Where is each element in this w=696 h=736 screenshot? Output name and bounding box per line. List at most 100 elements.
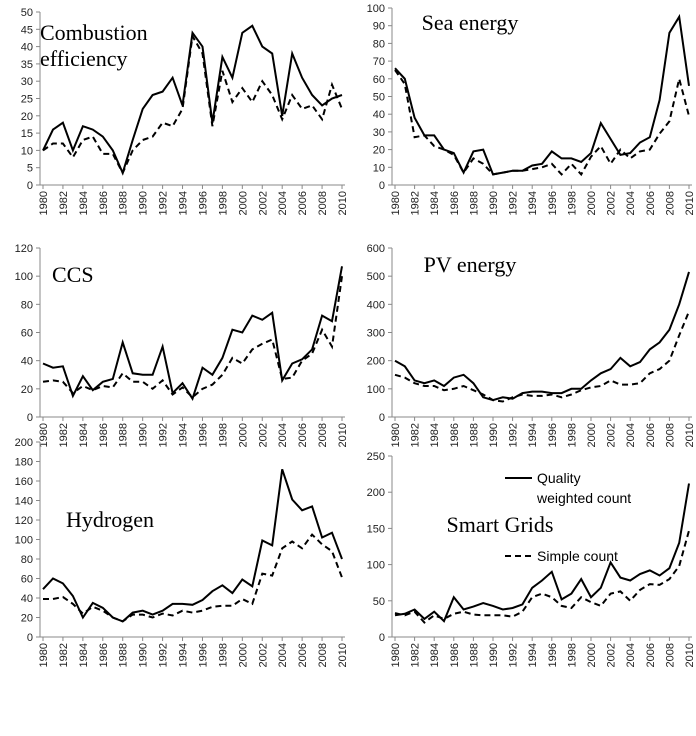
y-tick-label: 5 <box>27 163 33 175</box>
x-tick-label: 1994 <box>178 643 190 667</box>
y-tick-label: 100 <box>15 535 33 547</box>
x-tick-label: 1994 <box>178 423 190 447</box>
y-tick-label: 40 <box>21 356 33 368</box>
line-series <box>394 271 690 402</box>
y-tick-label: 30 <box>373 127 385 139</box>
x-tick-label: 1988 <box>468 423 480 447</box>
x-tick-label: 2002 <box>606 423 618 447</box>
line-series <box>43 533 343 623</box>
x-tick-label: 1980 <box>38 643 50 667</box>
chart-title: Smart Grids <box>446 512 554 537</box>
legend-label-box: Simple count <box>537 548 618 564</box>
y-tick-label: 20 <box>373 145 385 157</box>
y-tick-label: 50 <box>373 92 385 104</box>
x-tick-label: 1990 <box>138 423 150 447</box>
x-tick-label: 2006 <box>297 643 309 667</box>
x-tick-label: 2000 <box>586 643 598 667</box>
x-tick-label: 1994 <box>527 643 539 667</box>
y-tick-label: 20 <box>21 384 33 396</box>
x-tick-label: 1990 <box>488 423 500 447</box>
x-tick-label: 1980 <box>390 643 402 667</box>
x-tick-label: 1988 <box>118 191 130 215</box>
x-tick-label: 1988 <box>468 643 480 667</box>
x-tick-label: 1998 <box>217 191 229 215</box>
y-tick-label: 35 <box>21 59 33 71</box>
x-tick-label: 1996 <box>547 191 559 215</box>
line-series <box>394 69 690 177</box>
x-tick-label: 2000 <box>586 191 598 215</box>
x-tick-label: 1992 <box>508 423 520 447</box>
line-series <box>42 33 343 176</box>
y-tick-label: 120 <box>15 243 33 255</box>
x-tick-label: 2002 <box>257 191 269 215</box>
y-tick-label: 180 <box>15 457 33 469</box>
line-series <box>394 530 690 624</box>
x-tick-label: 2010 <box>684 191 696 215</box>
x-tick-label: 1986 <box>98 191 110 215</box>
x-tick-label: 1984 <box>78 191 90 215</box>
legend-label: Simple count <box>537 548 618 564</box>
y-tick-label: 25 <box>21 94 33 106</box>
y-tick-label: 40 <box>373 109 385 121</box>
x-tick-label: 2000 <box>237 643 249 667</box>
y-tick-label: 0 <box>27 632 33 644</box>
y-tick-label: 100 <box>367 560 385 572</box>
chart-title: PV energy <box>423 252 517 277</box>
y-tick-label: 100 <box>15 271 33 283</box>
chart-title-box: CCS <box>52 262 94 287</box>
y-tick-label: 45 <box>21 24 33 36</box>
x-tick-label: 1996 <box>547 643 559 667</box>
x-tick-label: 2000 <box>237 423 249 447</box>
x-tick-label: 2008 <box>664 643 676 667</box>
x-tick-label: 1996 <box>197 423 209 447</box>
x-tick-label: 1990 <box>138 643 150 667</box>
y-tick-label: 500 <box>367 271 385 283</box>
line-series <box>394 311 690 403</box>
y-tick-label: 90 <box>373 21 385 33</box>
chart-title-box: Hydrogen <box>66 507 154 532</box>
x-tick-label: 1980 <box>390 423 402 447</box>
y-tick-label: 60 <box>373 74 385 86</box>
y-tick-label: 200 <box>367 487 385 499</box>
chart-title: Combustion efficiency <box>40 20 148 71</box>
y-tick-label: 40 <box>21 593 33 605</box>
y-tick-label: 80 <box>373 38 385 50</box>
x-tick-label: 1998 <box>566 643 578 667</box>
x-tick-label: 1992 <box>158 423 170 447</box>
y-tick-label: 80 <box>21 554 33 566</box>
y-tick-label: 200 <box>15 437 33 449</box>
line-series <box>42 468 343 623</box>
x-tick-label: 1992 <box>158 191 170 215</box>
y-tick-label: 600 <box>367 243 385 255</box>
x-tick-label: 2006 <box>297 423 309 447</box>
y-tick-label: 40 <box>21 42 33 54</box>
chart-title: Hydrogen <box>66 507 154 532</box>
y-tick-label: 200 <box>367 356 385 368</box>
x-tick-label: 2008 <box>664 423 676 447</box>
legend-label-box: Quality weighted count <box>537 470 631 506</box>
y-tick-label: 120 <box>15 515 33 527</box>
x-tick-label: 2006 <box>297 191 309 215</box>
x-tick-label: 2002 <box>606 191 618 215</box>
y-tick-label: 100 <box>367 3 385 15</box>
x-tick-label: 1980 <box>38 423 50 447</box>
x-tick-label: 2004 <box>277 643 289 667</box>
x-tick-label: 1986 <box>449 423 461 447</box>
x-tick-label: 1994 <box>178 191 190 215</box>
x-tick-label: 2004 <box>625 643 637 667</box>
x-tick-label: 1996 <box>197 191 209 215</box>
y-tick-label: 60 <box>21 328 33 340</box>
y-tick-label: 300 <box>367 328 385 340</box>
chart-title: CCS <box>52 262 94 287</box>
chart-title-box: PV energy <box>423 252 517 277</box>
x-tick-label: 2010 <box>337 423 349 447</box>
x-tick-label: 2008 <box>317 423 329 447</box>
x-tick-label: 2002 <box>606 643 618 667</box>
y-tick-label: 150 <box>367 523 385 535</box>
x-tick-label: 1984 <box>429 191 441 215</box>
chart-title-box: Sea energy <box>422 10 519 35</box>
x-tick-label: 1998 <box>217 643 229 667</box>
x-tick-label: 1998 <box>566 423 578 447</box>
x-tick-label: 1982 <box>58 191 70 215</box>
